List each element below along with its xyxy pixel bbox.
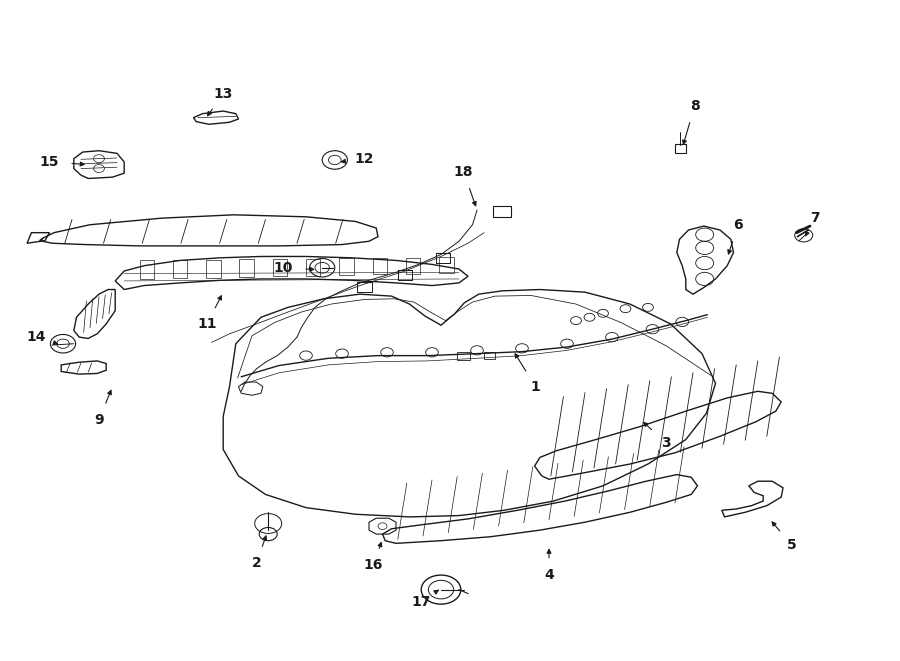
Text: 5: 5 (788, 538, 796, 553)
Text: 2: 2 (252, 556, 261, 570)
Text: 8: 8 (690, 98, 699, 113)
Text: 7: 7 (810, 211, 819, 225)
Text: 18: 18 (454, 165, 473, 179)
Text: 12: 12 (355, 151, 374, 166)
Text: 4: 4 (544, 568, 554, 582)
Text: 11: 11 (197, 317, 217, 331)
Text: 1: 1 (531, 379, 540, 394)
Text: 15: 15 (40, 155, 59, 169)
Text: 16: 16 (364, 558, 383, 572)
Text: 14: 14 (26, 330, 46, 344)
Text: 3: 3 (662, 436, 670, 450)
Text: 6: 6 (734, 217, 742, 232)
Text: 13: 13 (213, 87, 233, 101)
Text: 17: 17 (411, 594, 431, 609)
Text: 10: 10 (274, 260, 293, 275)
Text: 9: 9 (94, 412, 104, 427)
